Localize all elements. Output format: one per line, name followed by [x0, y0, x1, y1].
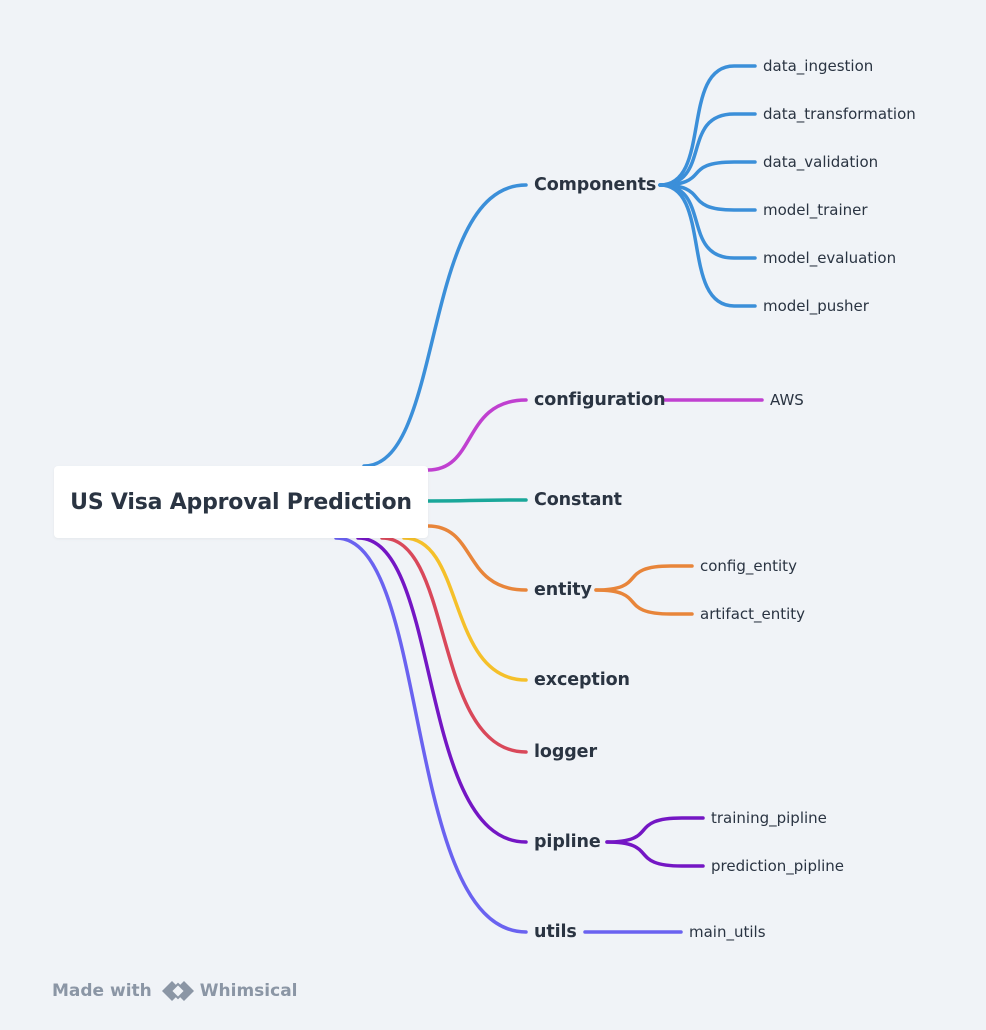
connector-entity [426, 524, 528, 592]
connector-components [362, 183, 528, 468]
connector-data-ingestion [658, 64, 757, 187]
leaf-training-pipline[interactable]: training_pipline [711, 809, 827, 827]
connector-data-validation [658, 160, 757, 187]
leaf-data-ingestion[interactable]: data_ingestion [763, 57, 874, 75]
connector-config-entity [594, 564, 694, 592]
connector-model-trainer [658, 183, 757, 212]
leaf-artifact-entity[interactable]: artifact_entity [700, 605, 806, 623]
leaf-prediction-pipline[interactable]: prediction_pipline [711, 857, 845, 875]
connector-logger [380, 536, 528, 754]
connector-model-evaluation [658, 183, 757, 260]
connector-configuration [426, 398, 528, 472]
leaf-data-transformation[interactable]: data_transformation [763, 105, 916, 123]
made-with-whimsical-badge[interactable]: Made with Whimsical [52, 978, 298, 1004]
connector-data-transformation [658, 112, 757, 187]
root-node-label: US Visa Approval Prediction [70, 489, 412, 515]
leaf-model-trainer[interactable]: model_trainer [763, 201, 868, 219]
whimsical-logo-icon [160, 978, 196, 1004]
whimsical-brand-label: Whimsical [199, 981, 298, 1001]
leaf-main-utils[interactable]: main_utils [689, 923, 766, 941]
connector-training-pipline [605, 816, 705, 844]
connector-constant [426, 498, 528, 503]
leaf-data-validation[interactable]: data_validation [763, 153, 879, 171]
connector-model-pusher [658, 183, 757, 308]
branch-configuration[interactable]: configuration [534, 390, 666, 410]
leaf-model-pusher[interactable]: model_pusher [763, 297, 869, 315]
connector-utils [334, 536, 528, 934]
leaf-aws[interactable]: AWS [770, 391, 804, 409]
connector-prediction-pipline [605, 840, 705, 868]
made-with-label: Made with [52, 981, 152, 1001]
branch-entity[interactable]: entity [534, 580, 592, 600]
branch-pipline[interactable]: pipline [534, 832, 601, 852]
connector-exception [402, 536, 528, 682]
connector-pipline [356, 536, 528, 844]
branch-exception[interactable]: exception [534, 670, 630, 690]
branch-constant[interactable]: Constant [534, 490, 622, 510]
branch-components[interactable]: Components [534, 175, 657, 195]
root-node[interactable]: US Visa Approval Prediction [54, 466, 428, 538]
branch-utils[interactable]: utils [534, 922, 577, 942]
branch-logger[interactable]: logger [534, 742, 597, 762]
connector-artifact-entity [594, 588, 694, 616]
leaf-config-entity[interactable]: config_entity [700, 557, 797, 575]
leaf-model-evaluation[interactable]: model_evaluation [763, 249, 897, 267]
